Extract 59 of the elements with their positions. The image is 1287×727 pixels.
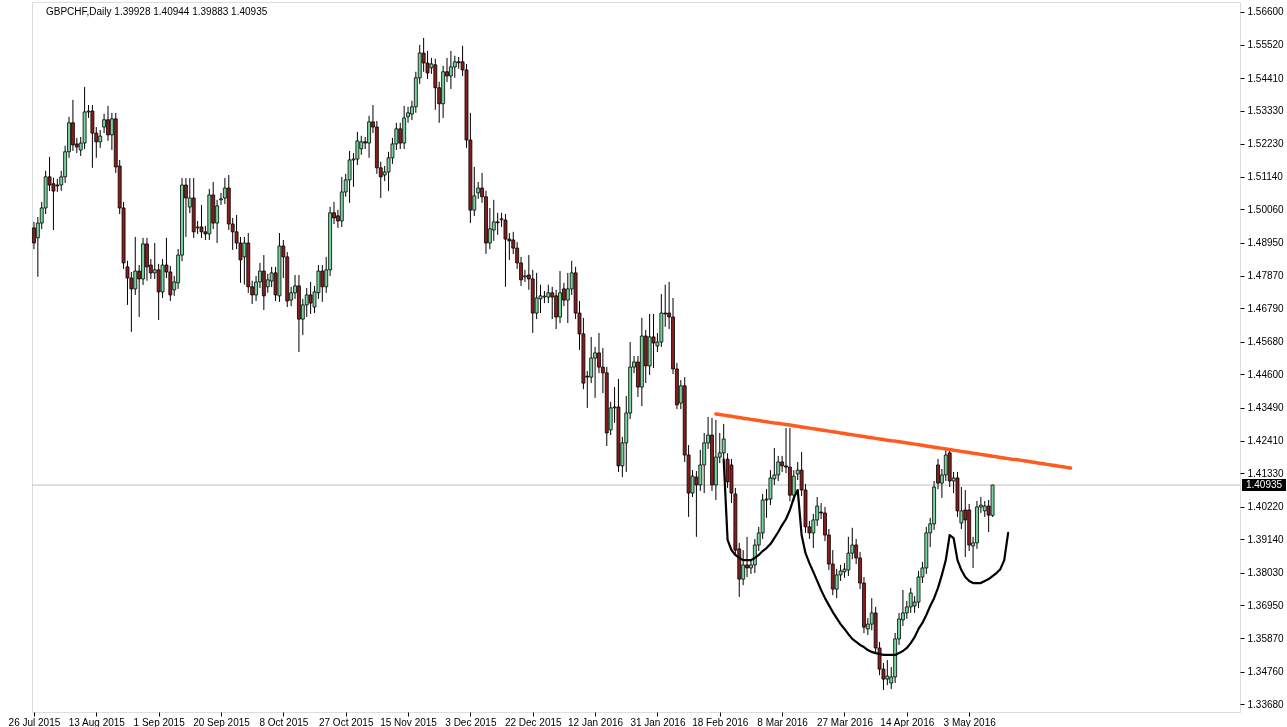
x-tick-label: 12 Jan 2016 xyxy=(568,716,624,727)
y-tick-label: 1.46790 xyxy=(1247,302,1285,314)
y-tick-label: 1.51140 xyxy=(1247,171,1284,183)
y-tick-label: 1.43490 xyxy=(1247,402,1285,414)
x-tick-label: 27 Mar 2016 xyxy=(816,716,874,727)
candlestick xyxy=(347,150,352,204)
candlestick xyxy=(885,659,890,686)
x-tick-label: 13 Aug 2015 xyxy=(68,716,126,727)
y-tick-label: 1.55520 xyxy=(1247,39,1285,51)
x-tick-label: 20 Sep 2015 xyxy=(193,716,251,727)
y-tick-label: 1.53330 xyxy=(1247,105,1285,117)
x-tick-label: 14 Apr 2016 xyxy=(880,716,935,727)
y-tick-label: 1.45680 xyxy=(1247,336,1285,348)
candlestick xyxy=(908,587,913,614)
candlestick xyxy=(745,536,749,578)
x-tick-label: 3 Dec 2015 xyxy=(445,716,497,727)
y-tick-label: 1.50060 xyxy=(1247,203,1285,215)
candlestick xyxy=(534,272,539,320)
candlestick xyxy=(554,289,559,330)
candlestick xyxy=(546,284,551,304)
ref-line-label: 1.40935 xyxy=(1245,479,1283,491)
y-tick-label: 1.33680 xyxy=(1247,698,1285,710)
x-tick-label: 26 Jul 2015 xyxy=(8,716,61,727)
y-tick-label: 1.36950 xyxy=(1247,599,1285,611)
y-tick-label: 1.41330 xyxy=(1247,467,1285,479)
candlestick xyxy=(102,113,106,134)
y-tick-label: 1.47870 xyxy=(1247,270,1285,282)
x-tick-label: 27 Oct 2015 xyxy=(318,716,374,727)
x-tick-label: 1 Sep 2015 xyxy=(133,716,186,727)
line-series xyxy=(714,412,1073,470)
candlestick xyxy=(71,99,75,152)
y-tick-label: 1.48950 xyxy=(1247,237,1285,249)
y-tick-label: 1.35870 xyxy=(1247,632,1285,644)
y-tick-label: 1.40220 xyxy=(1247,501,1285,513)
candlestick xyxy=(495,212,500,236)
x-tick-label: 15 Nov 2015 xyxy=(380,716,438,727)
candlestick xyxy=(651,313,656,369)
y-tick-label: 1.56600 xyxy=(1247,6,1285,18)
y-tick-label: 1.42410 xyxy=(1247,435,1285,446)
candlestick xyxy=(106,105,110,142)
candlestick xyxy=(145,237,149,282)
x-tick-label: 18 Feb 2016 xyxy=(692,716,749,727)
x-tick-label: 8 Mar 2016 xyxy=(757,716,809,727)
candlestick xyxy=(308,281,313,315)
y-tick-label: 1.52230 xyxy=(1247,138,1285,150)
x-tick-label: 3 May 2016 xyxy=(943,716,997,727)
x-tick-label: 22 Dec 2015 xyxy=(504,716,563,727)
x-tick-label: 8 Oct 2015 xyxy=(259,716,309,727)
y-tick-label: 1.34760 xyxy=(1247,666,1285,678)
candlestick xyxy=(242,236,247,286)
candlestick xyxy=(433,58,438,111)
y-tick-label: 1.39140 xyxy=(1247,533,1285,545)
y-tick-label: 1.38030 xyxy=(1247,567,1285,579)
candlestick xyxy=(320,264,325,303)
x-tick-label: 31 Jan 2016 xyxy=(630,716,686,727)
y-tick-label: 1.54410 xyxy=(1247,72,1285,84)
chart-title: GBPCHF,Daily 1.39928 1.40944 1.39883 1.40935 xyxy=(46,6,268,17)
y-tick-label: 1.44600 xyxy=(1247,368,1285,380)
candlestick xyxy=(449,50,453,90)
